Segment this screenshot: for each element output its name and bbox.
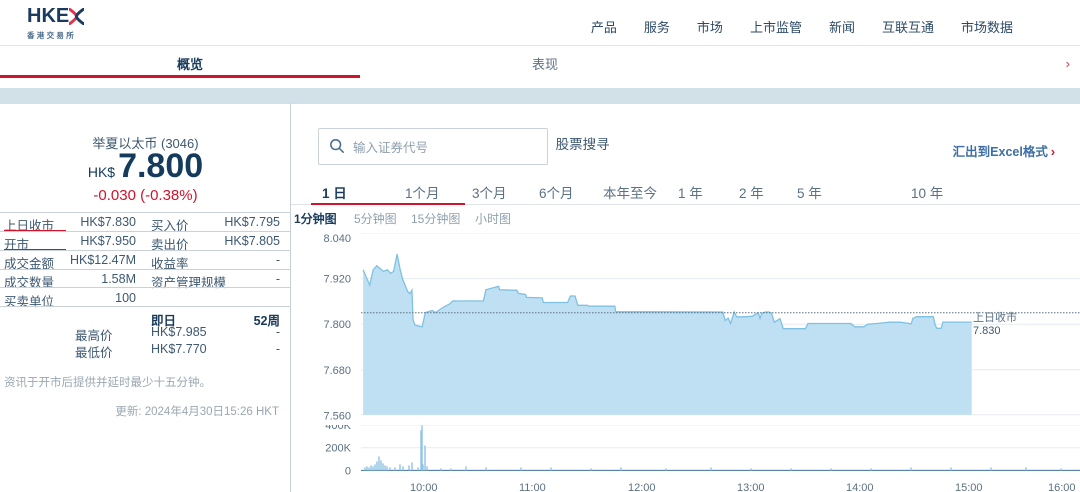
svg-text:上日收市: 上日收市 <box>973 310 1017 324</box>
svg-text:8.040: 8.040 <box>323 233 351 245</box>
svg-text:400K: 400K <box>325 425 351 432</box>
svg-text:7.680: 7.680 <box>323 365 351 377</box>
svg-text:0: 0 <box>345 466 351 478</box>
svg-text:7.560: 7.560 <box>323 411 351 423</box>
svg-text:200K: 200K <box>325 443 351 455</box>
svg-text:7.800: 7.800 <box>323 319 351 331</box>
svg-text:7.830: 7.830 <box>973 325 1001 337</box>
svg-text:7.920: 7.920 <box>323 274 351 286</box>
